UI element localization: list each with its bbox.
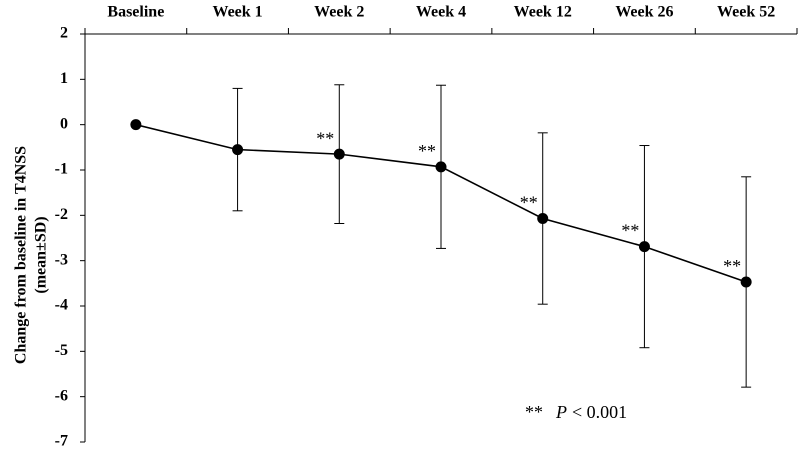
significance-label: ** bbox=[418, 141, 436, 161]
y-tick-label: -3 bbox=[55, 251, 68, 268]
y-tick-label: -5 bbox=[55, 342, 68, 359]
y-tick-label: -6 bbox=[55, 387, 68, 404]
y-tick-label: -4 bbox=[55, 297, 68, 314]
x-tick-label: Week 4 bbox=[416, 4, 466, 21]
point bbox=[232, 144, 244, 156]
x-tick-label: Week 2 bbox=[314, 4, 364, 21]
significance-label: ** bbox=[621, 221, 639, 241]
y-tick-label: 2 bbox=[60, 25, 68, 42]
point bbox=[130, 119, 142, 131]
x-tick-label: Week 52 bbox=[717, 4, 775, 21]
significance-label: ** bbox=[520, 193, 538, 213]
point bbox=[435, 161, 447, 173]
y-tick-label: 1 bbox=[60, 70, 68, 87]
point bbox=[537, 213, 549, 225]
point bbox=[333, 148, 345, 160]
footnote-p: P bbox=[555, 402, 567, 422]
x-tick-label: Week 26 bbox=[615, 4, 673, 21]
y-axis-label: (mean±SD) bbox=[33, 216, 50, 293]
x-tick-label: Week 1 bbox=[212, 4, 262, 21]
significance-label: ** bbox=[316, 128, 334, 148]
y-tick-label: -7 bbox=[55, 433, 68, 450]
y-tick-label: -1 bbox=[55, 161, 68, 178]
y-axis-label: Change from baseline in T4NSS bbox=[13, 146, 30, 364]
point bbox=[740, 276, 752, 288]
footnote-stars: ** bbox=[525, 402, 543, 422]
y-tick-label: -2 bbox=[55, 206, 68, 223]
significance-label: ** bbox=[723, 256, 741, 276]
x-tick-label: Week 12 bbox=[514, 4, 572, 21]
y-tick-label: 0 bbox=[60, 115, 68, 132]
x-tick-label: Baseline bbox=[107, 4, 164, 21]
footnote-text: < 0.001 bbox=[572, 402, 627, 422]
point bbox=[638, 241, 650, 253]
